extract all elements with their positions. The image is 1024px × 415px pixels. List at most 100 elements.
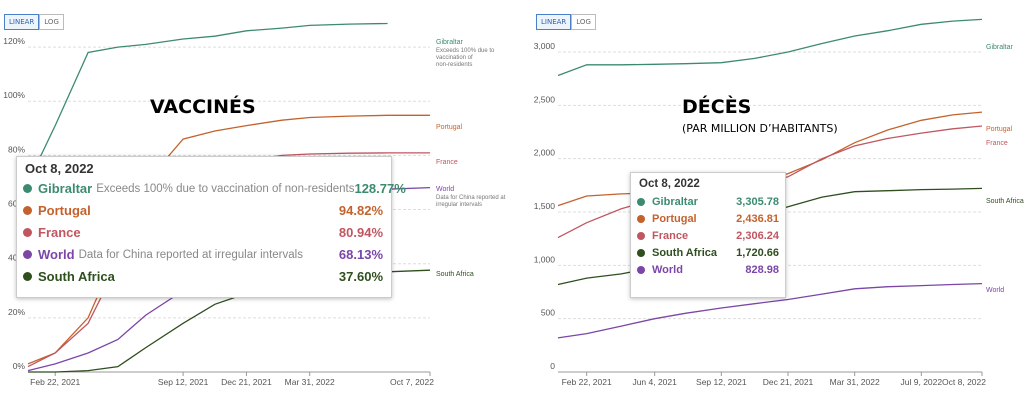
tooltip-row-gibraltar: Gibraltar 3,305.78	[637, 196, 785, 208]
series-note: Data for China reported at irregular inte…	[436, 195, 506, 208]
tooltip-series-name: World	[652, 264, 683, 276]
tooltip: Oct 8, 2022 Gibraltar 3,305.78 Portugal 2,4…	[630, 172, 786, 298]
series-label-text: Portugal	[436, 124, 463, 131]
legend-dot-icon	[637, 215, 645, 223]
tooltip-series-value: 68.13%	[338, 247, 383, 262]
tooltip-date: Oct 8, 2022	[639, 178, 700, 190]
y-tick-label: 0%	[13, 361, 26, 371]
tooltip-series-name: South Africa	[38, 269, 115, 284]
tooltip-series-value: 80.94%	[338, 225, 383, 240]
x-tick-label: Mar 31, 2022	[830, 377, 880, 387]
log-scale-button[interactable]: LOG	[571, 14, 596, 30]
x-tick-label: Dec 21, 2021	[221, 377, 272, 387]
legend-dot-icon	[637, 198, 645, 206]
tooltip-series-name: France	[38, 225, 81, 240]
series-label-portugal: Portugal	[436, 124, 463, 131]
legend-dot-icon	[23, 184, 32, 193]
tooltip-series-value: 828.98	[745, 264, 779, 276]
x-tick-label: Jul 9, 2022	[901, 377, 943, 387]
legend-dot-icon	[23, 272, 32, 281]
vaccinated-chart-panel: LINEAR LOG 0%20%40%60%80%100%120%Feb 22,…	[3, 14, 506, 387]
tooltip-series-name: Portugal	[38, 203, 91, 218]
tooltip: Oct 8, 2022 Gibraltar Exceeds 100% due to…	[16, 156, 406, 298]
y-tick-label: 20%	[8, 307, 25, 317]
series-line-gibraltar	[557, 18, 983, 77]
tooltip-series-name: World	[38, 247, 75, 262]
series-label-gibraltar: Gibraltar	[986, 44, 1014, 51]
tooltip-series-name: South Africa	[652, 247, 717, 259]
y-tick-label: 100%	[3, 90, 25, 100]
x-tick-label: Sep 12, 2021	[158, 377, 209, 387]
y-tick-label: 2,500	[534, 94, 556, 104]
x-tick-label: Feb 22, 2021	[562, 377, 612, 387]
tooltip-series-value: 3,305.78	[736, 196, 779, 208]
y-tick-label: 1,500	[534, 201, 556, 211]
x-tick-label: Mar 31, 2022	[285, 377, 335, 387]
x-tick-label: Dec 21, 2021	[763, 377, 814, 387]
linear-scale-button[interactable]: LINEAR	[4, 14, 40, 30]
series-label-south-africa: South Africa	[986, 198, 1024, 205]
tooltip-series-value: 1,720.66	[736, 247, 779, 259]
tooltip-row-gibraltar: Gibraltar Exceeds 100% due to vaccination…	[23, 181, 406, 196]
series-label-text: World	[986, 287, 1004, 294]
x-tick-label: Sep 12, 2021	[696, 377, 747, 387]
series-line-portugal	[27, 114, 430, 365]
tooltip-series-value: 128.77%	[354, 181, 406, 196]
legend-dot-icon	[23, 250, 32, 259]
legend-dot-icon	[23, 228, 32, 237]
series-line-world	[557, 282, 983, 339]
x-tick-label: Oct 7, 2022	[390, 377, 434, 387]
tooltip-series-name: Gibraltar	[38, 181, 93, 196]
tooltip-date: Oct 8, 2022	[25, 161, 94, 176]
tooltip-series-value: 94.82%	[338, 203, 383, 218]
y-tick-label: 500	[541, 308, 555, 318]
y-tick-label: 1,000	[534, 254, 556, 264]
y-tick-label: 2,000	[534, 148, 556, 158]
tooltip-series-name: France	[652, 230, 689, 242]
series-label-text: France	[986, 140, 1008, 147]
scale-toggle[interactable]: LINEAR LOG	[536, 14, 596, 30]
tooltip-series-note: Exceeds 100% due to vaccination of non-r…	[96, 182, 355, 195]
series-label-text: South Africa	[436, 271, 474, 278]
tooltip-series-value: 37.60%	[338, 269, 383, 284]
legend-dot-icon	[637, 249, 645, 257]
tooltip-row-portugal: Portugal 94.82%	[23, 203, 391, 218]
tooltip-row-portugal: Portugal 2,436.81	[637, 213, 785, 225]
tooltip-series-name: Gibraltar	[652, 196, 698, 208]
y-tick-label: 80%	[8, 144, 25, 154]
legend-dot-icon	[637, 232, 645, 240]
series-label-france: France	[986, 140, 1008, 147]
x-tick-label: Jun 4, 2021	[632, 377, 677, 387]
chart-title: VACCINÉS	[150, 96, 256, 118]
legend-dot-icon	[23, 206, 32, 215]
y-tick-label: 120%	[3, 36, 25, 46]
series-label-text: Gibraltar	[436, 39, 464, 46]
y-tick-label: 3,000	[534, 41, 556, 51]
tooltip-row-south-africa: South Africa 1,720.66	[637, 247, 785, 259]
tooltip-series-value: 2,306.24	[736, 230, 779, 242]
series-label-portugal: Portugal	[986, 126, 1013, 133]
x-tick-label: Oct 8, 2022	[942, 377, 986, 387]
y-tick-label: 0	[550, 361, 555, 371]
chart-subtitle: (PAR MILLION D’HABITANTS)	[682, 122, 838, 135]
series-label-text: Gibraltar	[986, 44, 1014, 51]
tooltip-series-name: Portugal	[652, 213, 697, 225]
tooltip-row-france: France 80.94%	[23, 225, 391, 240]
tooltip-series-value: 2,436.81	[736, 213, 779, 225]
tooltip-row-world: World 828.98	[637, 264, 785, 276]
x-tick-label: Feb 22, 2021	[30, 377, 80, 387]
chart-title: DÉCÈS	[682, 96, 752, 118]
series-label-gibraltar: Gibraltar Exceeds 100% due to vaccination …	[436, 39, 495, 68]
series-label-text: World	[436, 186, 454, 193]
scale-toggle[interactable]: LINEAR LOG	[4, 14, 64, 30]
series-line-gibraltar	[27, 22, 388, 183]
tooltip-row-world: World Data for China reported at irregula…	[23, 247, 391, 262]
tooltip-row-france: France 2,306.24	[637, 230, 785, 242]
series-label-world: World Data for China reported at irregular…	[436, 186, 506, 208]
legend-dot-icon	[637, 266, 645, 274]
series-label-south-africa: South Africa	[436, 271, 474, 278]
series-label-france: France	[436, 159, 458, 166]
linear-scale-button[interactable]: LINEAR	[536, 14, 572, 30]
log-scale-button[interactable]: LOG	[39, 14, 64, 30]
series-note: Exceeds 100% due to vaccination of non-res…	[436, 48, 495, 68]
